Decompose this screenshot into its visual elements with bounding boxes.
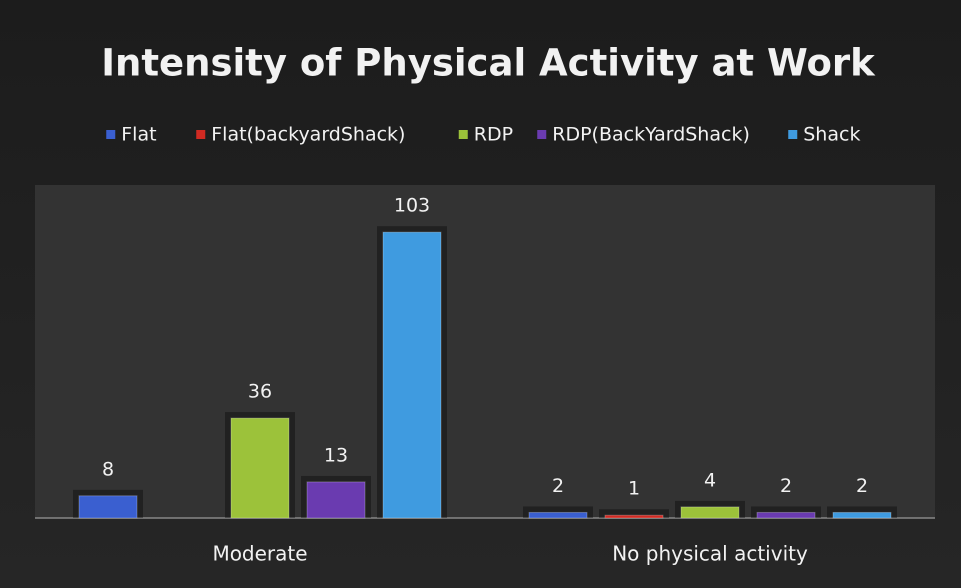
bar [528,511,588,519]
data-label: 103 [394,195,430,217]
x-tick-label: No physical activity [612,542,808,566]
data-label: 36 [248,381,272,403]
data-label: 1 [628,478,640,500]
data-label: 4 [704,469,716,491]
legend-label: RDP [474,124,513,146]
bar-shadow [751,506,821,518]
legend-label: RDP(BackYardShack) [552,124,750,146]
bar [306,481,366,519]
bar-shadow [523,506,593,518]
chart-title: Intensity of Physical Activity at Work [101,42,876,85]
legend-label: Shack [803,124,860,146]
legend-swatch [106,130,116,139]
bar [230,417,290,519]
data-label: 2 [780,475,792,497]
plot-area [35,185,935,518]
bar-shadow [827,506,897,518]
data-label: 13 [324,444,348,466]
legend-swatch [458,130,468,139]
legend-swatch [196,130,206,139]
bar-shadow [599,509,669,518]
legend-label: Flat [121,124,156,146]
data-label: 2 [552,475,564,497]
data-label: 8 [102,458,114,480]
bar [680,506,740,519]
bar [78,495,138,519]
bar [756,511,816,519]
legend-label: Flat(backyardShack) [211,124,405,146]
legend-swatch [788,130,798,139]
legend-swatch [537,130,547,139]
bar [604,514,664,519]
bar [832,511,892,519]
x-tick-label: Moderate [212,542,307,566]
bar [382,231,442,519]
legend: Flat Flat(backyardShack) RDP RDP(BackYardSh… [106,124,860,146]
data-label: 2 [856,475,868,497]
